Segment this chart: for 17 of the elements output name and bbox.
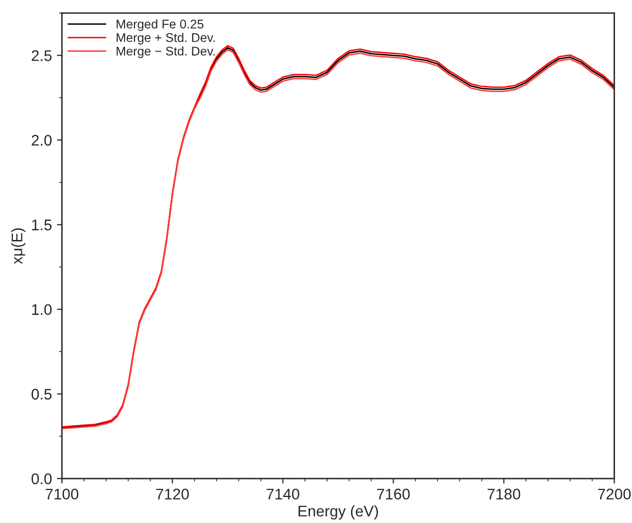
legend-label: Merge − Std. Dev. (116, 46, 215, 58)
x-tick-label: 7160 (377, 488, 410, 500)
x-tick-label: 7200 (598, 488, 631, 500)
x-tick-label: 7120 (156, 488, 189, 500)
y-axis-title: xμ(E) (11, 228, 26, 264)
y-tick-label: 2.0 (32, 134, 52, 146)
x-axis-title: Energy (eV) (298, 505, 378, 520)
y-tick-label: 2.5 (32, 50, 52, 62)
y-tick-label: 0.5 (32, 388, 52, 400)
x-tick-label: 7100 (46, 488, 78, 500)
y-tick-label: 1.0 (32, 304, 52, 315)
x-tick-label: 7180 (488, 488, 520, 500)
legend-label: Merge + Std. Dev. (116, 32, 215, 45)
y-tick-label: 0.0 (32, 473, 52, 484)
y-tick-label: 1.5 (32, 220, 52, 230)
legend-label: Merged Fe 0.25 (116, 19, 204, 31)
x-tick-label: 7140 (266, 488, 300, 500)
